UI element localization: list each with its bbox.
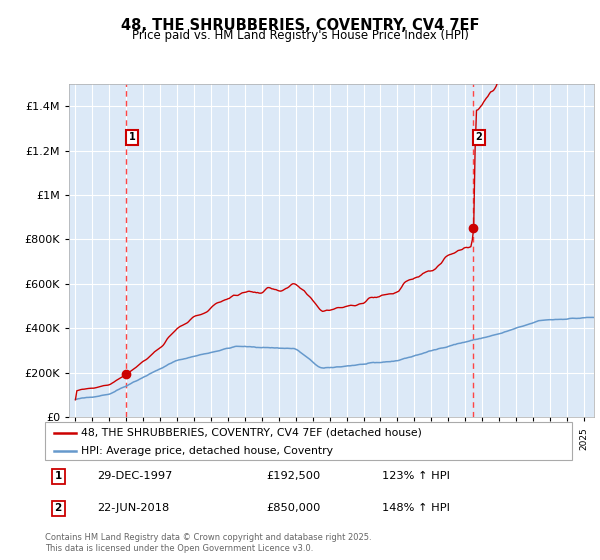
- Text: 2020: 2020: [494, 427, 503, 450]
- Text: 1997: 1997: [105, 427, 114, 450]
- Text: 2019: 2019: [478, 427, 487, 450]
- Text: 2018: 2018: [461, 427, 470, 450]
- Text: 2010: 2010: [325, 427, 334, 450]
- Text: 2025: 2025: [580, 427, 589, 450]
- Text: 1996: 1996: [88, 427, 97, 450]
- Text: £192,500: £192,500: [266, 472, 320, 482]
- Text: 2011: 2011: [342, 427, 351, 450]
- Text: 1: 1: [55, 472, 62, 482]
- Text: 2016: 2016: [427, 427, 436, 450]
- Text: 2023: 2023: [545, 427, 554, 450]
- Text: Price paid vs. HM Land Registry's House Price Index (HPI): Price paid vs. HM Land Registry's House …: [131, 29, 469, 42]
- Text: 22-JUN-2018: 22-JUN-2018: [98, 503, 170, 514]
- Text: 2009: 2009: [308, 427, 317, 450]
- Text: 2008: 2008: [291, 427, 300, 450]
- Text: 2006: 2006: [257, 427, 266, 450]
- Text: 2022: 2022: [529, 427, 538, 450]
- Text: 2012: 2012: [359, 427, 368, 450]
- Text: 1995: 1995: [71, 427, 80, 450]
- Text: 48, THE SHRUBBERIES, COVENTRY, CV4 7EF (detached house): 48, THE SHRUBBERIES, COVENTRY, CV4 7EF (…: [81, 427, 422, 437]
- Text: 2004: 2004: [223, 427, 232, 450]
- Text: 1: 1: [128, 132, 136, 142]
- Text: 148% ↑ HPI: 148% ↑ HPI: [382, 503, 450, 514]
- Text: 2000: 2000: [155, 427, 164, 450]
- Text: HPI: Average price, detached house, Coventry: HPI: Average price, detached house, Cove…: [81, 446, 333, 456]
- Text: 2002: 2002: [190, 427, 199, 450]
- Text: 2: 2: [55, 503, 62, 514]
- Text: 2005: 2005: [241, 427, 250, 450]
- Text: 2013: 2013: [376, 427, 385, 450]
- Text: 1999: 1999: [139, 427, 148, 450]
- Text: 2017: 2017: [444, 427, 453, 450]
- Text: 2015: 2015: [410, 427, 419, 450]
- Text: 2001: 2001: [173, 427, 182, 450]
- Text: Contains HM Land Registry data © Crown copyright and database right 2025.
This d: Contains HM Land Registry data © Crown c…: [45, 533, 371, 553]
- Text: 2007: 2007: [274, 427, 283, 450]
- Text: 2: 2: [476, 132, 482, 142]
- Text: 1998: 1998: [122, 427, 131, 450]
- Text: 29-DEC-1997: 29-DEC-1997: [98, 472, 173, 482]
- Text: 48, THE SHRUBBERIES, COVENTRY, CV4 7EF: 48, THE SHRUBBERIES, COVENTRY, CV4 7EF: [121, 18, 479, 33]
- Text: 2024: 2024: [562, 427, 571, 450]
- Text: 2014: 2014: [393, 427, 402, 450]
- FancyBboxPatch shape: [45, 422, 572, 460]
- Text: 2003: 2003: [206, 427, 215, 450]
- Text: 123% ↑ HPI: 123% ↑ HPI: [382, 472, 450, 482]
- Text: £850,000: £850,000: [266, 503, 320, 514]
- Text: 2021: 2021: [512, 427, 521, 450]
